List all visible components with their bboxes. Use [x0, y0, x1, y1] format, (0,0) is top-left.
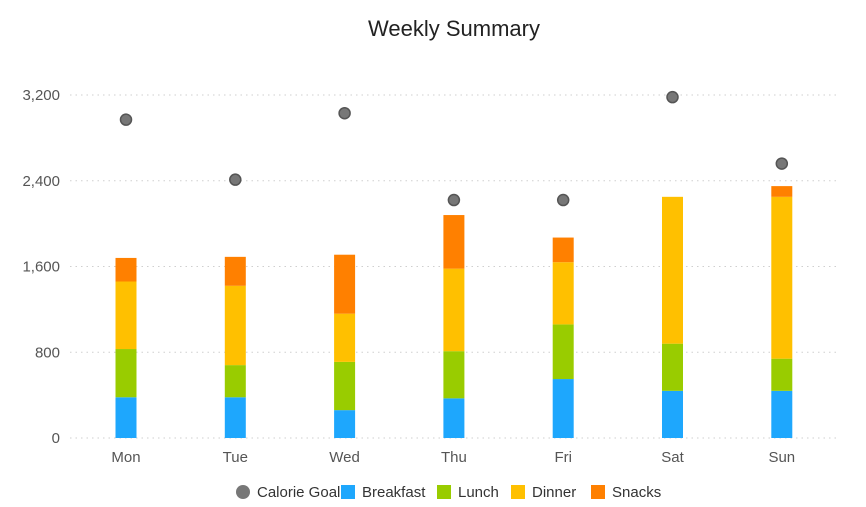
y-tick-label: 800	[35, 344, 60, 361]
bar-breakfast-tue[interactable]	[224, 397, 246, 438]
goal-markers-layer	[119, 90, 789, 207]
bar-snacks-wed[interactable]	[334, 254, 356, 314]
x-tick-label: Mon	[111, 449, 140, 466]
bar-breakfast-thu[interactable]	[443, 398, 465, 438]
bar-breakfast-sun[interactable]	[771, 390, 793, 438]
legend-label: Lunch	[458, 484, 499, 501]
legend-label: Dinner	[532, 484, 576, 501]
legend-swatch-icon	[236, 485, 250, 499]
grid-layer	[70, 94, 836, 439]
legend-item-dinner[interactable]: Dinner	[511, 484, 576, 501]
bar-breakfast-mon[interactable]	[115, 397, 137, 438]
legend-item-snacks[interactable]: Snacks	[591, 484, 661, 501]
legend-swatch-icon	[341, 485, 355, 499]
legend-swatch-icon	[591, 485, 605, 499]
y-tick-label: 3,200	[22, 87, 60, 104]
calorie-goal-point-sun[interactable]	[775, 157, 789, 170]
bar-dinner-tue[interactable]	[224, 285, 246, 366]
bar-snacks-sun[interactable]	[771, 186, 793, 197]
bar-dinner-thu[interactable]	[443, 268, 465, 352]
bar-lunch-tue[interactable]	[224, 365, 246, 398]
calorie-goal-point-thu[interactable]	[447, 193, 461, 207]
y-tick-label: 0	[52, 430, 60, 447]
x-axis: Mon Tue Wed Thu Fri Sat Sun	[111, 449, 795, 466]
legend-label: Breakfast	[362, 484, 426, 501]
bar-breakfast-wed[interactable]	[334, 410, 356, 438]
calorie-goal-point-fri[interactable]	[556, 193, 570, 207]
chart-title: Weekly Summary	[368, 16, 540, 41]
bar-breakfast-sat[interactable]	[662, 390, 683, 438]
legend-item-calorie-goal[interactable]: Calorie Goal	[236, 484, 340, 501]
x-tick-label: Sun	[768, 449, 795, 466]
x-tick-label: Wed	[329, 449, 360, 466]
bar-breakfast-fri[interactable]	[552, 379, 574, 438]
legend-label: Calorie Goal	[257, 484, 340, 501]
bar-snacks-fri[interactable]	[552, 237, 574, 263]
y-tick-label: 2,400	[22, 173, 60, 190]
bar-lunch-fri[interactable]	[552, 324, 574, 380]
bar-dinner-wed[interactable]	[334, 313, 356, 362]
legend-swatch-icon	[511, 485, 525, 499]
calorie-goal-point-wed[interactable]	[338, 106, 351, 120]
calorie-goal-point-tue[interactable]	[229, 173, 242, 186]
bar-lunch-thu[interactable]	[443, 351, 465, 399]
x-tick-label: Tue	[223, 449, 248, 466]
calorie-goal-point-mon[interactable]	[119, 113, 133, 126]
bar-snacks-mon[interactable]	[115, 257, 137, 282]
legend-label: Snacks	[612, 484, 661, 501]
bar-dinner-sat[interactable]	[662, 196, 683, 344]
bar-dinner-fri[interactable]	[552, 262, 574, 325]
x-tick-label: Thu	[441, 449, 467, 466]
bar-dinner-sun[interactable]	[771, 196, 793, 359]
legend-item-lunch[interactable]: Lunch	[437, 484, 499, 501]
bar-lunch-sat[interactable]	[662, 343, 683, 391]
calorie-goal-point-sat[interactable]	[666, 90, 679, 104]
bar-lunch-wed[interactable]	[334, 361, 356, 411]
bar-lunch-mon[interactable]	[115, 349, 137, 398]
x-tick-label: Fri	[554, 449, 572, 466]
bar-snacks-tue[interactable]	[224, 256, 246, 286]
x-tick-label: Sat	[661, 449, 684, 466]
bar-lunch-sun[interactable]	[771, 358, 793, 391]
bar-snacks-thu[interactable]	[443, 215, 465, 269]
y-tick-label: 1,600	[22, 259, 60, 276]
legend[interactable]: Calorie Goal Breakfast Lunch Dinner Snacks	[236, 484, 661, 501]
legend-item-breakfast[interactable]: Breakfast	[341, 484, 426, 501]
legend-swatch-icon	[437, 485, 451, 499]
bars-layer	[115, 186, 793, 438]
bar-dinner-mon[interactable]	[115, 281, 137, 350]
y-axis: 0 800 1,600 2,400 3,200	[22, 87, 60, 447]
